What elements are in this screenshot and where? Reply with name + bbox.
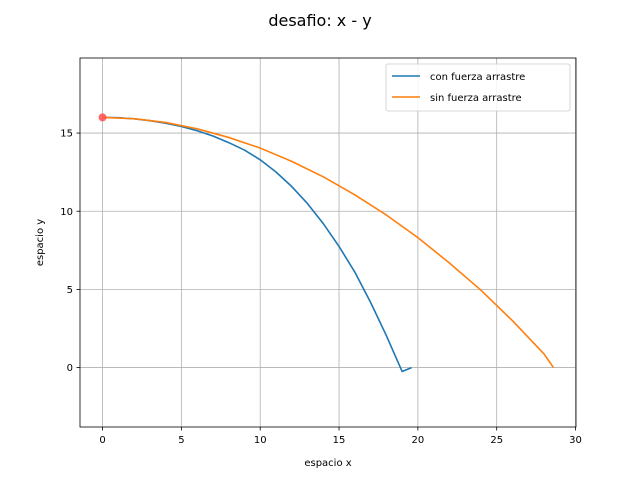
chart-title: desafio: x - y <box>268 11 371 30</box>
marker-layer <box>98 113 107 122</box>
plot-frame <box>79 57 577 428</box>
y-tick-label: 0 <box>67 363 73 374</box>
series-layer <box>102 116 555 373</box>
y-axis-label: espacio y <box>35 219 46 266</box>
legend-label: con fuerza arrastre <box>430 72 525 83</box>
series-line-2 <box>102 116 555 369</box>
y-tick-label: 15 <box>60 129 73 140</box>
x-tick-label: 20 <box>411 435 424 446</box>
x-tick-label: 30 <box>569 435 582 446</box>
x-tick-label: 10 <box>254 435 267 446</box>
x-tick-label: 15 <box>333 435 346 446</box>
legend: con fuerza arrastre sin fuerza arrastre <box>385 63 571 112</box>
legend-box <box>385 63 571 112</box>
x-tick-label: 5 <box>178 435 184 446</box>
x-tick-label: 25 <box>490 435 503 446</box>
y-tick-label: 10 <box>60 207 73 218</box>
ticks: 0 5 10 15 20 25 30 0 5 10 15 <box>60 129 582 446</box>
start-point-marker <box>98 113 107 122</box>
x-tick-label: 0 <box>99 435 105 446</box>
y-tick-label: 5 <box>67 285 73 296</box>
x-axis-label: espacio x <box>304 458 351 469</box>
grid <box>80 58 576 427</box>
legend-label: sin fuerza arrastre <box>430 93 522 104</box>
